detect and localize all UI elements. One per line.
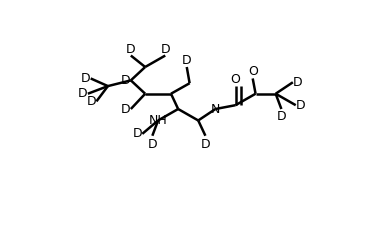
Text: D: D (296, 99, 305, 112)
Text: D: D (121, 102, 131, 116)
Text: D: D (81, 72, 91, 85)
Text: D: D (293, 76, 303, 89)
Text: N: N (211, 102, 220, 116)
Text: D: D (182, 54, 192, 67)
Text: NH: NH (149, 114, 168, 127)
Text: D: D (126, 43, 136, 56)
Text: D: D (161, 43, 170, 56)
Text: D: D (201, 138, 210, 151)
Text: D: D (133, 127, 142, 140)
Text: D: D (87, 95, 97, 108)
Text: D: D (121, 74, 131, 87)
Text: O: O (231, 73, 240, 86)
Text: D: D (276, 110, 286, 123)
Text: D: D (78, 87, 88, 100)
Text: O: O (248, 65, 258, 78)
Text: D: D (148, 138, 157, 151)
